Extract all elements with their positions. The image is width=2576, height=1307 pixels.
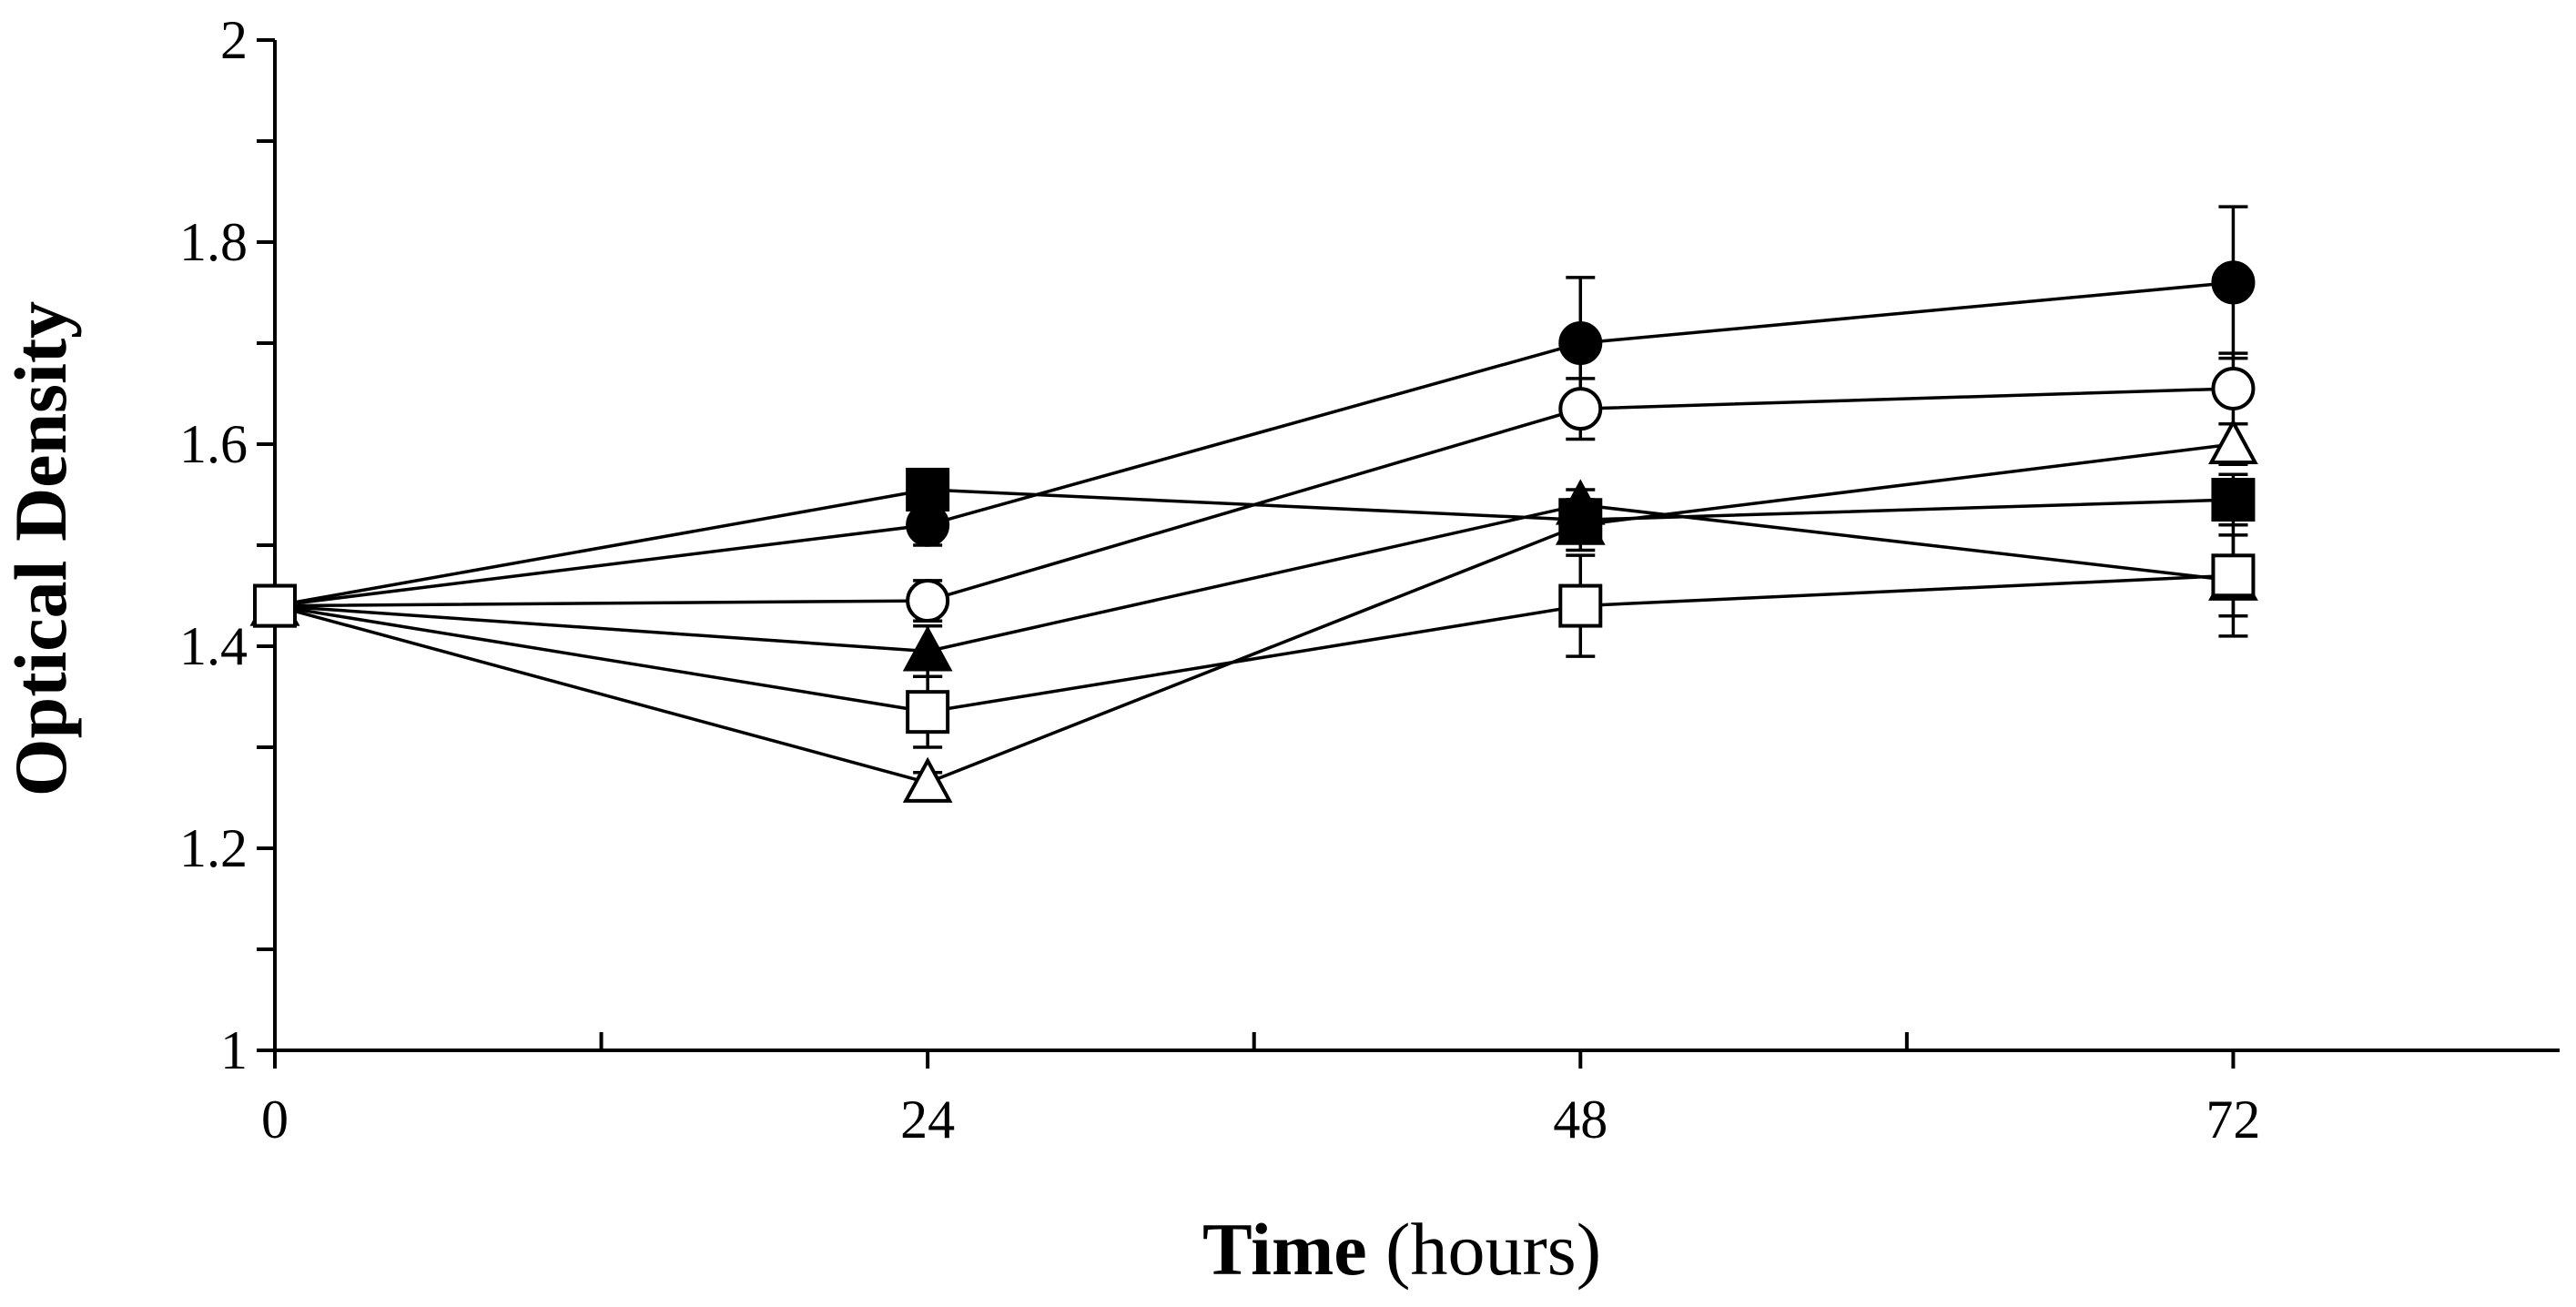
data-point [2208,418,2258,464]
data-point [1555,479,1606,525]
x-tick-label: 24 [900,1089,955,1150]
data-point [906,579,950,623]
data-point [2211,366,2256,410]
axes: 1 1.2 1.4 1.6 1.8 2 0 24 48 72 [179,10,2560,1150]
series-line [274,280,2234,608]
series-open-circle [253,351,2256,628]
y-tick-label: 1 [220,1020,248,1080]
x-tick-label: 48 [1553,1089,1607,1150]
y-tick-label: 1.4 [179,616,248,676]
data-point [906,690,950,735]
y-tick-label: 2 [220,10,248,70]
y-tick-label: 1.2 [179,818,248,878]
data-point [906,467,950,512]
series-line [274,387,2234,608]
y-axis-title: Optical Density [0,301,82,796]
data-point [1558,387,1603,431]
series-layer [249,205,2258,803]
x-axis-title: Time (hours) [1202,1208,1601,1291]
data-point [1558,583,1603,628]
x-axis-title-rest: (hours) [1367,1208,1601,1291]
y-tick-label: 1.6 [179,414,248,474]
x-tick-label: 0 [261,1089,289,1150]
y-tick-label: 1.8 [179,212,248,272]
series-line [274,502,2234,654]
data-point [2211,553,2256,598]
x-tick-label: 72 [2206,1089,2260,1150]
data-point [902,756,953,803]
data-point [253,583,297,628]
series-open-square [253,533,2256,749]
data-point [2211,260,2256,305]
series-line [274,442,2234,785]
data-point [1558,321,1603,365]
series-line [274,573,2234,714]
series-open-triangle [249,418,2258,803]
data-point [2211,478,2256,522]
series-filled-triangle [249,479,2258,679]
series-line [274,488,2234,608]
series-filled-circle [253,205,2256,628]
data-point [902,625,953,672]
x-axis-title-bold: Time [1202,1208,1367,1291]
